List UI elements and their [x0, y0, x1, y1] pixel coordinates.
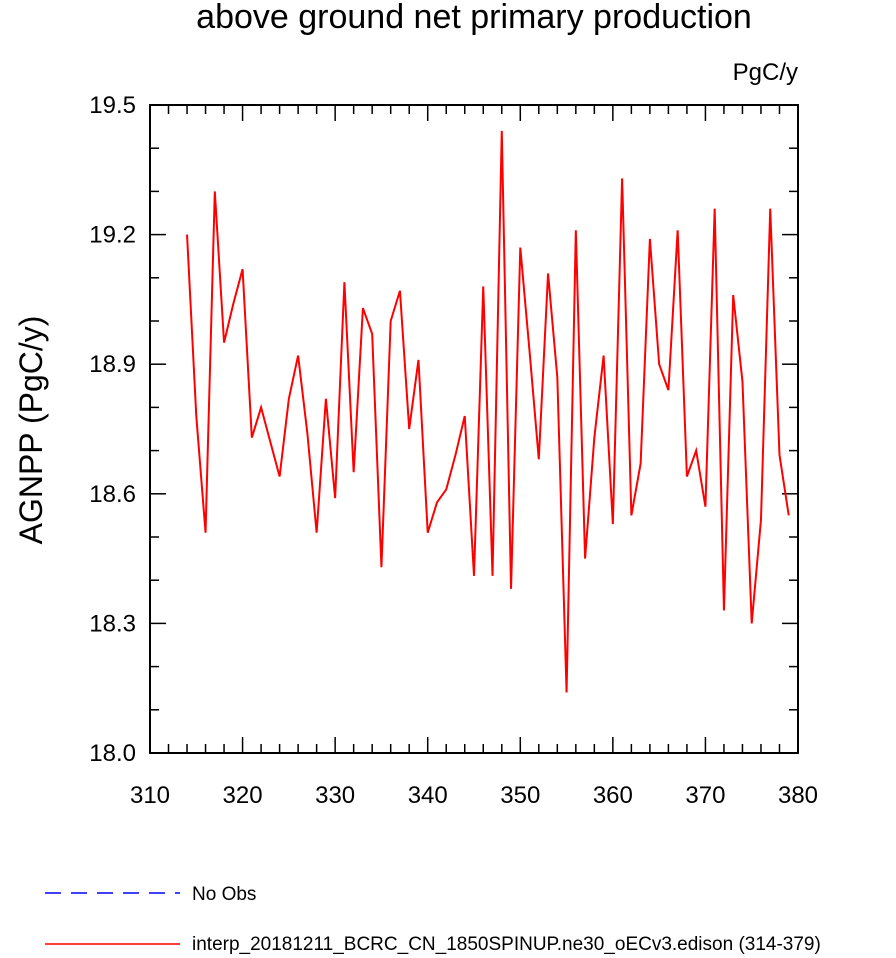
x-tick-label: 380: [778, 782, 818, 809]
x-tick-label: 370: [685, 782, 725, 809]
legend: No Obs interp_20181211_BCRC_CN_1850SPINU…: [45, 884, 821, 955]
x-tick-label: 310: [130, 782, 170, 809]
y-tick-label: 18.6: [89, 481, 136, 508]
x-tick-label: 330: [315, 782, 355, 809]
y-tick-label: 19.2: [89, 222, 136, 249]
series-line-1: [186, 130, 790, 693]
y-axis-ticks: 18.0 18.3 18.6 18.9 19.2 19.5: [89, 92, 798, 767]
x-tick-label: 360: [593, 782, 633, 809]
y-tick-label: 18.3: [89, 610, 136, 637]
y-tick-label: 18.0: [89, 740, 136, 767]
x-axis-ticks: 310 320 330 340 350 360 370 380: [130, 105, 818, 809]
x-tick-label: 320: [223, 782, 263, 809]
series-layer: [186, 130, 790, 693]
chart-title: above ground net primary production: [196, 0, 752, 36]
x-tick-label: 340: [408, 782, 448, 809]
units-label: PgC/y: [733, 59, 798, 86]
y-tick-label: 18.9: [89, 351, 136, 378]
x-tick-label: 350: [500, 782, 540, 809]
legend-label-no-obs: No Obs: [192, 884, 256, 905]
legend-label-model: interp_20181211_BCRC_CN_1850SPINUP.ne30_…: [192, 934, 821, 955]
y-axis-label: AGNPP (PgC/y): [13, 316, 49, 545]
plot-frame: [149, 104, 799, 754]
y-tick-label: 19.5: [89, 92, 136, 119]
